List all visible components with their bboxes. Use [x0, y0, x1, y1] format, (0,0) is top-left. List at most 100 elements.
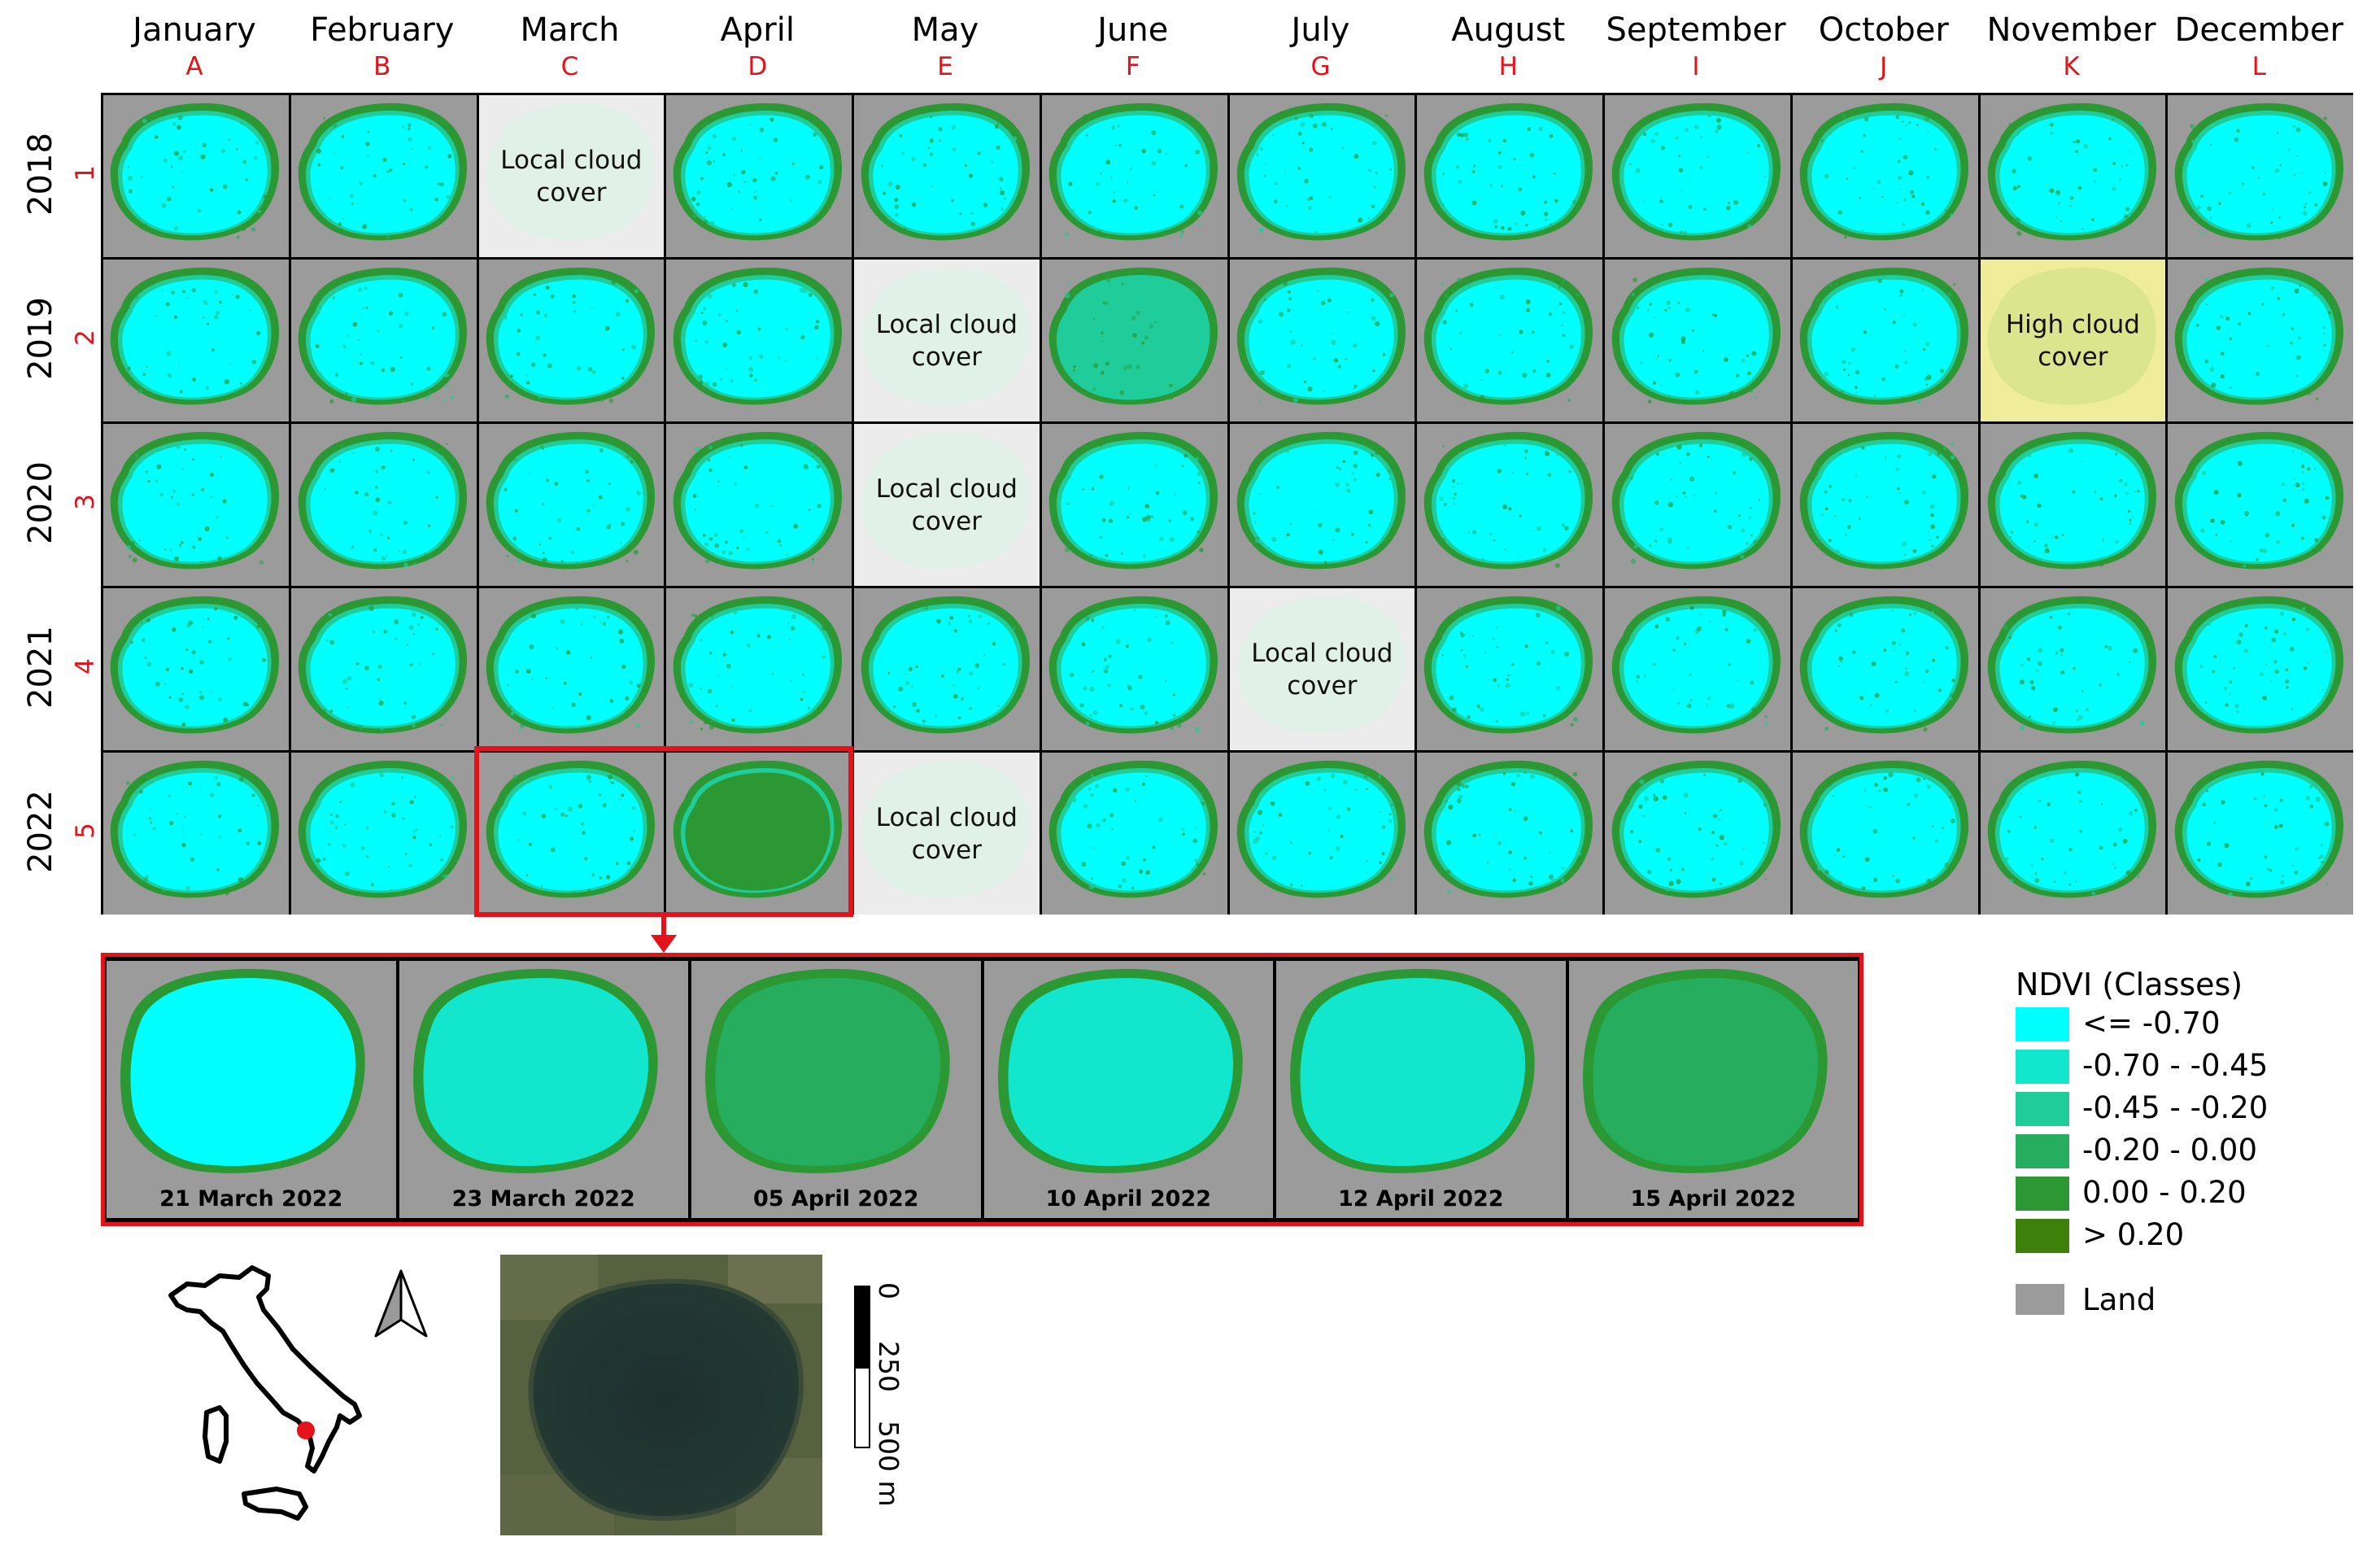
month-letter-K: K [2063, 52, 2080, 81]
row-number-2: 2 [71, 330, 100, 346]
lake-ndvi-shape [2174, 596, 2344, 734]
lake-ndvi-shape [1236, 431, 1406, 570]
year-label-2021: 2021 [22, 626, 59, 709]
legend-label: 0.00 - 0.20 [2082, 1175, 2247, 1210]
grid-cell-1-H [1417, 95, 1602, 257]
grid-cell-2-E: Local cloud cover [854, 260, 1040, 421]
zoom-date-label: 10 April 2022 [1045, 1186, 1212, 1212]
legend-swatch [2016, 1177, 2069, 1211]
grid-cell-3-I [1605, 424, 1790, 586]
zoom-lake-shape [412, 968, 658, 1173]
lake-shape-faded [1987, 267, 2156, 405]
grid-cell-2-L [2168, 260, 2353, 421]
legend-label: -0.45 - -0.20 [2082, 1090, 2269, 1125]
scale-tick-500: 500 m [873, 1421, 904, 1507]
grid-cell-5-I [1605, 753, 1790, 915]
lake-ndvi-shape [1799, 431, 1968, 570]
grid-cell-4-A [103, 588, 289, 750]
zoom-date-label: 23 March 2022 [451, 1186, 635, 1212]
lake-ndvi-shape [1048, 596, 1218, 734]
lake-ndvi-shape [1423, 431, 1593, 570]
scale-tick-0: 0 [873, 1282, 904, 1299]
row-number-3: 3 [71, 494, 100, 510]
lake-ndvi-shape [1423, 103, 1593, 241]
zoom-lake-shape [120, 968, 365, 1173]
italy-locator-map [168, 1265, 362, 1521]
lake-ndvi-shape [298, 267, 467, 405]
zoom-lake-shape [997, 968, 1243, 1173]
cloud-label-line2: cover [536, 177, 607, 207]
grid-cell-3-F [1041, 424, 1227, 586]
scale-bar-white [854, 1367, 870, 1448]
year-label-2019: 2019 [22, 297, 59, 380]
lake-ndvi-shape [486, 431, 655, 570]
grid-cell-3-K [1980, 424, 2166, 586]
lake-ndvi-shape [1611, 596, 1781, 734]
month-letter-B: B [373, 52, 391, 81]
cloud-label-line1: Local cloud [875, 309, 1018, 339]
lake-ndvi-shape [1048, 760, 1218, 898]
cloud-label-line1: High cloud [2005, 309, 2140, 339]
lake-ndvi-shape [861, 596, 1031, 734]
lake-ndvi-shape [673, 596, 843, 734]
lake-ndvi-shape [110, 431, 280, 570]
month-name-july: July [1291, 11, 1350, 49]
grid-cell-4-D [666, 588, 852, 750]
cloud-label-line2: cover [911, 835, 982, 865]
lake-ndvi-shape [2174, 760, 2344, 898]
grid-cell-2-C [478, 260, 665, 421]
cloud-label-line1: Local cloud [1251, 638, 1393, 668]
lake-ndvi-shape [1611, 267, 1781, 405]
zoom-panel-4: 10 April 2022 [983, 961, 1273, 1218]
month-letter-A: A [185, 52, 203, 81]
lake-ndvi-shape [1423, 267, 1593, 405]
grid-cell-4-J [1792, 588, 1978, 750]
zoom-strip: 21 March 2022 23 March 2022 05 April 2022 1… [101, 953, 1863, 1226]
month-letter-F: F [1125, 52, 1140, 81]
year-label-2018: 2018 [22, 133, 59, 216]
zoom-date-label: 12 April 2022 [1337, 1186, 1504, 1212]
grid-cell-4-H [1417, 588, 1602, 750]
north-arrow-icon [374, 1269, 428, 1338]
month-name-december: December [2174, 11, 2343, 49]
scale-tick-250: 250 [873, 1341, 904, 1392]
lake-shape-faded [486, 103, 655, 241]
month-letter-I: I [1692, 52, 1700, 81]
lake-ndvi-shape [1987, 103, 2156, 241]
lake-ndvi-shape [673, 431, 843, 570]
month-letter-L: L [2251, 52, 2266, 81]
month-letter-E: E [937, 52, 953, 81]
grid-cell-4-B [290, 588, 477, 750]
legend-label: -0.20 - 0.00 [2082, 1133, 2257, 1168]
grid-cell-2-F [1041, 260, 1227, 421]
lake-ndvi-shape [1048, 103, 1218, 241]
year-label-2020: 2020 [22, 461, 59, 544]
lake-ndvi-shape [1048, 267, 1218, 405]
grid-cell-2-I [1605, 260, 1790, 421]
month-letter-D: D [748, 52, 768, 81]
lake-ndvi-shape [1611, 103, 1781, 241]
lake-ndvi-shape [1799, 103, 1968, 241]
cloud-cover-label: Local cloud cover [479, 144, 665, 209]
grid-cell-2-D [666, 260, 852, 421]
cloud-cover-label: Local cloud cover [854, 308, 1040, 373]
lake-ndvi-shape [1236, 103, 1406, 241]
cloud-label-line2: cover [911, 342, 982, 372]
cloud-cover-label: Local cloud cover [854, 473, 1040, 538]
grid-cell-4-E [854, 588, 1040, 750]
lake-ndvi-shape [1423, 596, 1593, 734]
highlight-arrow-icon [651, 915, 677, 953]
cloud-cover-label: High cloud cover [1981, 308, 2166, 373]
grid-cell-5-G [1229, 753, 1415, 915]
legend-land-label: Land [2082, 1282, 2156, 1317]
zoom-panel-1: 21 March 2022 [107, 961, 396, 1218]
cloud-label-line2: cover [2038, 342, 2108, 372]
grid-cell-2-H [1417, 260, 1602, 421]
lake-ndvi-shape [110, 596, 280, 734]
grid-cell-4-F [1041, 588, 1227, 750]
month-name-june: June [1097, 11, 1169, 49]
grid-cell-5-K [1980, 753, 2166, 915]
lake-ndvi-shape [1799, 596, 1968, 734]
grid-cell-5-A [103, 753, 289, 915]
month-letter-G: G [1310, 52, 1331, 81]
